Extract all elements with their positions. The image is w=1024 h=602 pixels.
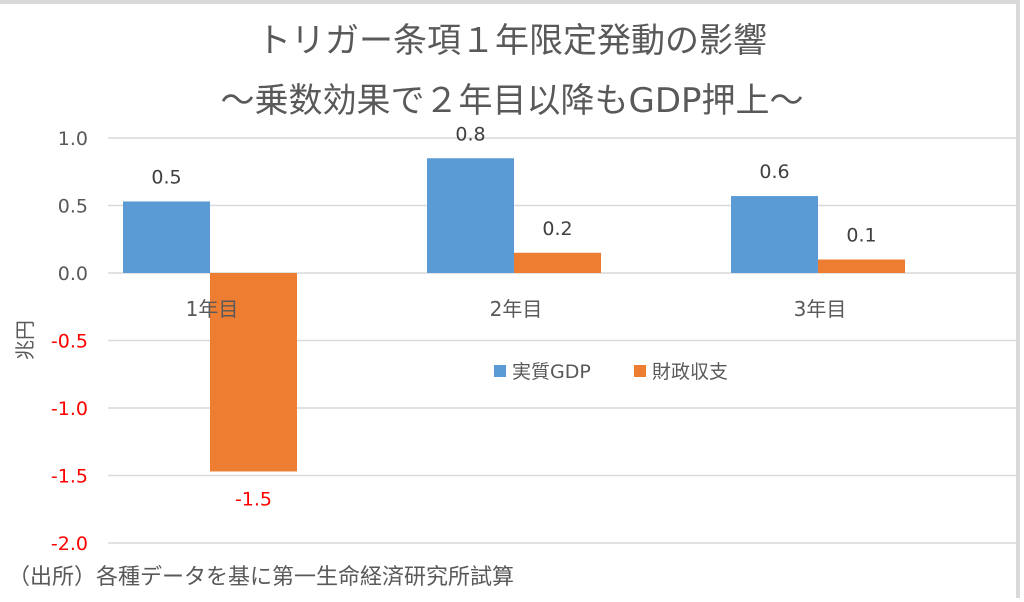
bar-fiscal — [210, 273, 297, 472]
y-tick-label: 0.5 — [58, 196, 88, 218]
bar-gdp — [427, 158, 514, 273]
legend-swatch — [634, 365, 646, 377]
legend-swatch — [494, 365, 506, 377]
bar-fiscal — [818, 259, 905, 273]
y-axis-label: 兆円 — [13, 320, 37, 360]
chart-title: トリガー条項１年限定発動の影響 — [257, 21, 767, 61]
y-tick-label: -2.0 — [51, 533, 88, 555]
source-note: （出所）各種データを基に第一生命経済研究所試算 — [8, 565, 514, 590]
data-label: 0.8 — [455, 123, 485, 145]
y-tick-label: -1.0 — [51, 398, 88, 420]
data-label: 0.5 — [151, 166, 181, 188]
data-label: -1.5 — [235, 488, 272, 510]
x-tick-label: 2年目 — [490, 297, 543, 321]
y-tick-label: -1.5 — [51, 466, 88, 488]
data-label: 0.6 — [759, 161, 789, 183]
y-tick-label: 0.0 — [58, 263, 88, 285]
data-label: 0.1 — [846, 225, 876, 247]
legend-label: 財政収支 — [652, 361, 728, 383]
y-tick-label: -0.5 — [51, 331, 88, 353]
data-label: 0.2 — [542, 218, 572, 240]
y-tick-label: 1.0 — [58, 128, 88, 150]
x-tick-label: 1年目 — [186, 297, 239, 321]
bar-fiscal — [514, 252, 601, 273]
bar-gdp — [731, 196, 818, 273]
bar-gdp — [123, 201, 210, 273]
legend-label: 実質GDP — [512, 361, 591, 383]
chart-subtitle: ～乗数効果で２年目以降もGDP押上～ — [220, 81, 803, 121]
x-tick-label: 3年目 — [794, 297, 847, 321]
